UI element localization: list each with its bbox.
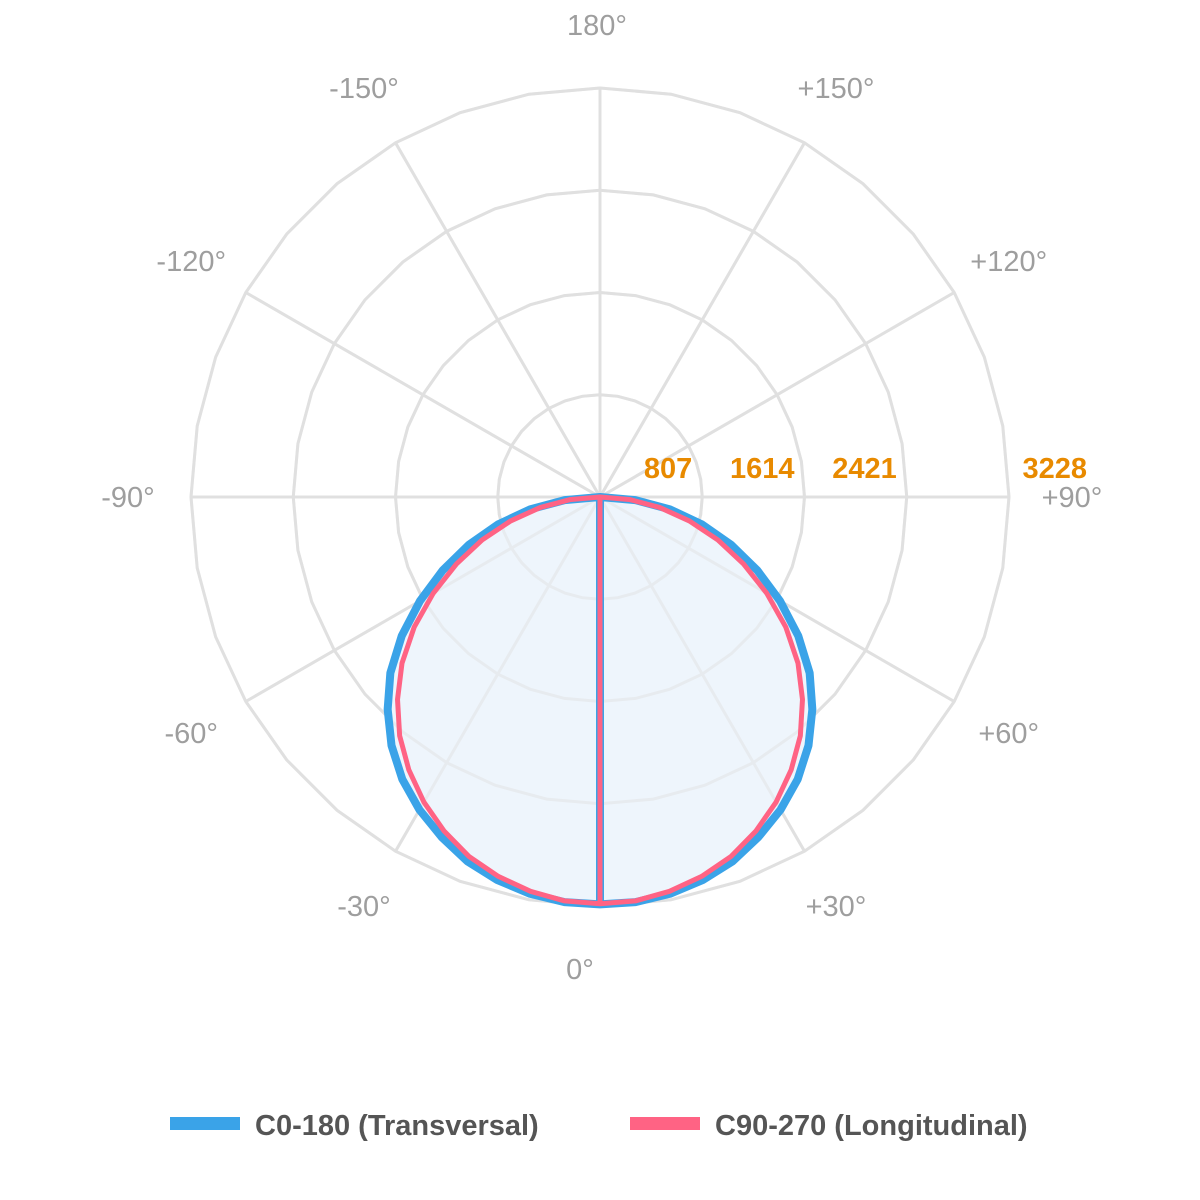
series-line-longitudinal (395, 494, 805, 907)
legend-swatch-blue (170, 1117, 240, 1130)
grid-ring (496, 393, 704, 601)
radial-tick-label: 807 (644, 453, 692, 485)
legend-swatch-red (630, 1117, 700, 1130)
legend-label: C90-270 (Longitudinal) (715, 1110, 1028, 1142)
series-layer (189, 86, 1011, 909)
grid-spoke (599, 291, 955, 499)
grid-spoke (598, 142, 806, 498)
radial-tick-label: 2421 (832, 453, 897, 485)
grid-ring (189, 86, 1011, 908)
angle-label: +60° (978, 718, 1039, 750)
angle-label: 180° (567, 10, 627, 42)
grid-spoke (599, 291, 955, 499)
grid-spoke (394, 496, 602, 852)
grid-spoke (245, 291, 601, 499)
radial-tick-label: 3228 (1022, 453, 1087, 485)
grid-spoke (394, 142, 602, 498)
angle-label: +120° (970, 246, 1047, 278)
radial-tick-labels: 807 1614 2421 3228 (644, 453, 1087, 485)
grid-ring (291, 188, 909, 806)
angle-label: +150° (798, 73, 875, 105)
legend-item-longitudinal[interactable]: C90-270 (Longitudinal) (630, 1110, 1028, 1142)
legend-item-transversal[interactable]: C0-180 (Transversal) (170, 1110, 539, 1142)
grid-spoke (598, 142, 806, 498)
grid-spoke (245, 291, 601, 499)
grid-spoke (598, 496, 806, 852)
angle-label: 0° (566, 954, 594, 986)
angle-label: -120° (156, 246, 226, 278)
radial-tick-label: 1614 (730, 453, 795, 485)
angle-label: -150° (329, 73, 399, 105)
angle-label: -30° (337, 891, 391, 923)
angle-label: -60° (164, 718, 218, 750)
angle-label: +90° (1042, 482, 1103, 514)
angle-label: +30° (806, 891, 867, 923)
grid-spoke (394, 142, 602, 498)
angle-labels: 180° +150° +120° +90° +60° +30° 0° -30° … (101, 10, 1102, 986)
legend: C0-180 (Transversal) C90-270 (Longitudin… (170, 1110, 1028, 1142)
angle-label: -90° (101, 482, 155, 514)
legend-label: C0-180 (Transversal) (255, 1110, 539, 1142)
